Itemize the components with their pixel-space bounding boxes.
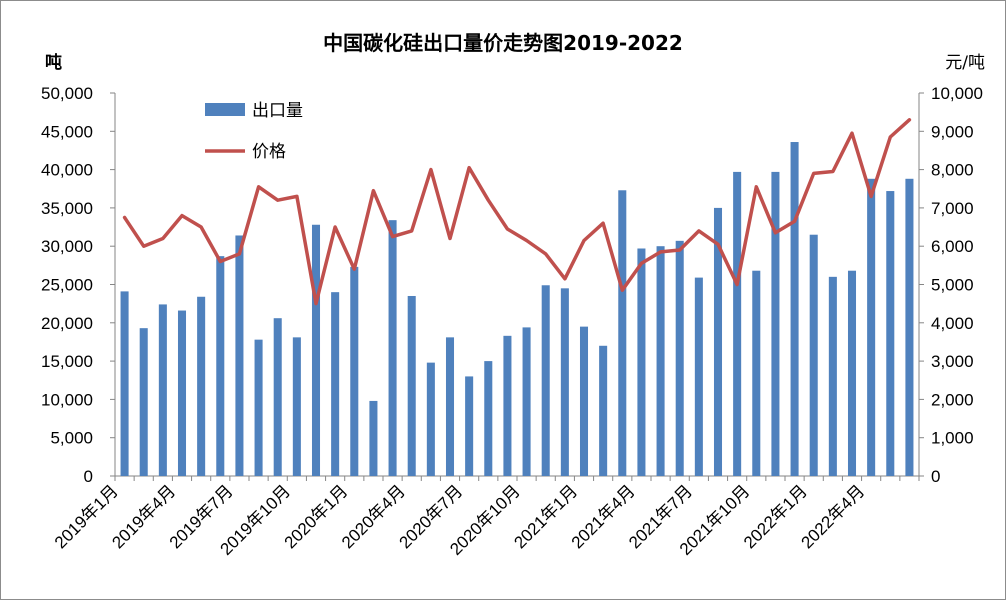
export-volume-bar bbox=[235, 235, 244, 476]
export-volume-bar bbox=[618, 190, 627, 477]
left-axis-tick-label: 20,000 bbox=[41, 314, 93, 333]
export-volume-bar bbox=[675, 240, 684, 476]
export-volume-bar bbox=[579, 326, 589, 476]
export-volume-bar bbox=[905, 178, 914, 477]
right-axis-tick-label: 10,000 bbox=[931, 84, 983, 103]
export-volume-bar bbox=[426, 362, 435, 476]
left-axis-tick-label: 0 bbox=[84, 467, 93, 486]
export-volume-bar bbox=[369, 400, 378, 476]
right-axis-tick-label: 2,000 bbox=[931, 390, 974, 409]
left-axis-tick-label: 10,000 bbox=[41, 390, 93, 409]
right-axis-tick-label: 6,000 bbox=[931, 237, 974, 256]
export-volume-bar bbox=[733, 171, 742, 476]
right-axis-tick-label: 5,000 bbox=[931, 276, 974, 295]
price-line bbox=[122, 118, 912, 306]
export-volume-bar bbox=[560, 288, 569, 476]
left-axis-tick-label: 35,000 bbox=[41, 199, 93, 218]
chart-title: 中国碳化硅出口量价走势图2019-2022 bbox=[323, 31, 683, 55]
export-volume-bar bbox=[637, 248, 646, 476]
export-volume-bar bbox=[331, 292, 340, 476]
export-volume-bar bbox=[158, 304, 167, 476]
export-volume-bar bbox=[867, 178, 876, 477]
legend-bar-label: 出口量 bbox=[252, 101, 303, 121]
export-volume-bar bbox=[407, 295, 416, 476]
export-volume-bar bbox=[771, 171, 780, 476]
export-volume-bar bbox=[388, 220, 397, 476]
legend-bar-swatch bbox=[205, 103, 245, 116]
export-volume-bar bbox=[465, 376, 474, 476]
right-axis-tick-label: 7,000 bbox=[931, 199, 974, 218]
left-axis-unit: 吨 bbox=[45, 53, 62, 73]
export-volume-bar bbox=[216, 256, 225, 476]
export-volume-bar bbox=[292, 337, 301, 476]
export-volume-bar bbox=[599, 345, 608, 476]
right-axis-tick-label: 4,000 bbox=[931, 314, 974, 333]
export-volume-bar bbox=[847, 270, 857, 476]
legend-line-label: 价格 bbox=[252, 142, 286, 162]
export-volume-bar bbox=[752, 270, 761, 476]
export-volume-bar bbox=[197, 296, 206, 476]
left-axis-tick-label: 15,000 bbox=[41, 352, 93, 371]
export-volume-bar bbox=[311, 224, 321, 476]
export-volume-bar bbox=[694, 277, 703, 476]
right-axis-unit: 元/吨 bbox=[945, 53, 985, 73]
export-volume-bar bbox=[809, 234, 818, 476]
export-volume-bar bbox=[139, 328, 148, 476]
export-volume-bar bbox=[350, 266, 359, 476]
export-volume-bar bbox=[254, 339, 263, 476]
left-axis-tick-label: 25,000 bbox=[41, 276, 93, 295]
export-volume-bar bbox=[120, 291, 129, 476]
right-axis-tick-label: 3,000 bbox=[931, 352, 974, 371]
export-volume-bar bbox=[177, 310, 187, 476]
export-volume-bar bbox=[713, 207, 723, 476]
export-volume-bar bbox=[656, 246, 665, 476]
left-axis-tick-label: 50,000 bbox=[41, 84, 93, 103]
export-volume-bar bbox=[541, 285, 550, 476]
export-volume-bar bbox=[445, 337, 455, 476]
right-axis-tick-label: 9,000 bbox=[931, 122, 974, 141]
export-volume-bar bbox=[790, 142, 799, 477]
export-volume-bar bbox=[484, 361, 493, 476]
right-axis-tick-label: 8,000 bbox=[931, 161, 974, 180]
left-axis-tick-label: 5,000 bbox=[50, 429, 93, 448]
export-volume-bar bbox=[886, 191, 895, 476]
export-volume-bar bbox=[522, 327, 531, 476]
export-volume-bar bbox=[503, 335, 512, 476]
right-axis-tick-label: 1,000 bbox=[931, 429, 974, 448]
left-axis-tick-label: 45,000 bbox=[41, 122, 93, 141]
right-axis-tick-label: 0 bbox=[931, 467, 940, 486]
export-volume-bar bbox=[273, 318, 282, 476]
left-axis-tick-label: 30,000 bbox=[41, 237, 93, 256]
export-volume-bar bbox=[828, 276, 837, 476]
left-axis-tick-label: 40,000 bbox=[41, 161, 93, 180]
